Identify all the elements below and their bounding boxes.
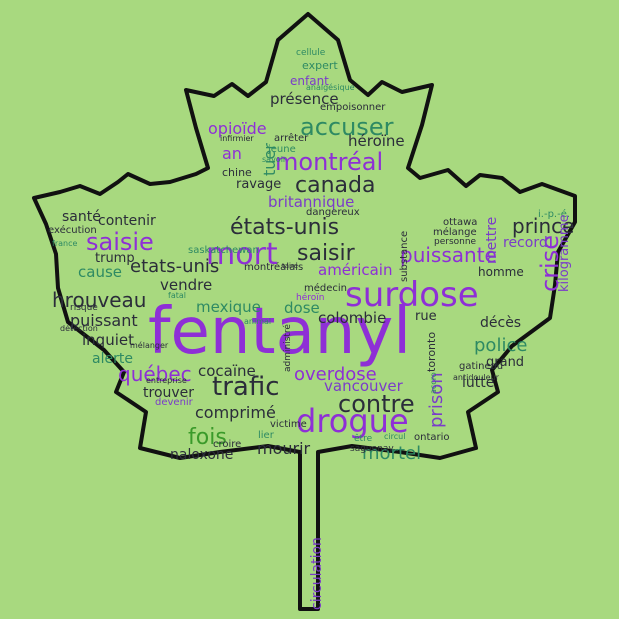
word: cellule <box>296 48 326 58</box>
word: vendre <box>160 276 213 294</box>
word: mourir <box>257 439 311 458</box>
word: saguenay <box>350 444 394 454</box>
word: savoir <box>262 155 287 164</box>
word: lier <box>258 430 274 441</box>
word: exécution <box>48 225 97 236</box>
word: trouver <box>143 385 195 401</box>
word: santé <box>62 209 101 225</box>
word: rue <box>415 309 437 324</box>
word: ravage <box>236 177 282 192</box>
word: canada <box>295 173 376 198</box>
word: risque <box>70 303 98 313</box>
word: cause <box>78 263 122 281</box>
word: mortel <box>362 443 422 464</box>
word: accro <box>429 372 438 394</box>
word: présence <box>270 90 339 108</box>
word: substance <box>399 230 410 282</box>
word: homme <box>478 265 524 279</box>
word: croire <box>213 439 242 450</box>
word: entreprise <box>146 376 187 385</box>
word: fois <box>188 425 227 450</box>
word: taire <box>282 262 299 270</box>
word: chine <box>222 166 252 179</box>
word: i.-p.-é. <box>538 209 571 220</box>
word: mort <box>206 237 278 272</box>
word: drogue <box>296 402 409 440</box>
word: expert <box>302 59 338 72</box>
word: overdose <box>294 364 377 385</box>
word: cocaïne <box>198 362 256 380</box>
word: enfant <box>290 74 329 88</box>
word: animal <box>244 317 272 326</box>
word: britannique <box>268 193 355 211</box>
word: puissante <box>400 243 497 267</box>
word: héroïn <box>296 293 325 303</box>
word: américain <box>318 261 393 279</box>
word: mélange <box>433 227 477 238</box>
word: grand <box>486 355 525 370</box>
word: détection <box>60 324 98 333</box>
word: hrouveau <box>52 288 147 312</box>
word: surdose <box>345 275 479 315</box>
word: toronto <box>425 331 438 372</box>
word: dangereux <box>306 207 360 218</box>
word: arrêter <box>274 133 309 144</box>
word: circul <box>384 432 406 441</box>
word: antidouleur <box>453 373 499 382</box>
word: infirmier <box>220 134 254 143</box>
word: administré <box>283 324 293 372</box>
word: ottawa <box>443 217 478 228</box>
word: saisir <box>297 241 355 266</box>
word: états-unis <box>230 215 340 240</box>
word: personne <box>434 237 477 247</box>
word: contre <box>338 390 415 418</box>
word: fatal <box>168 291 186 300</box>
word: médecin <box>304 283 348 294</box>
word: saskatchewan <box>188 245 259 256</box>
word: mexique <box>196 298 261 316</box>
word: mélanger <box>130 341 169 350</box>
word: kilogramme <box>557 214 572 292</box>
word: héroïne <box>348 132 405 150</box>
word: etats-unis <box>130 256 220 277</box>
word: ontario <box>414 432 450 443</box>
word: empoisonner <box>320 102 386 113</box>
word: colombie <box>318 309 387 327</box>
word: québec <box>118 362 192 386</box>
word: accuser <box>300 113 394 141</box>
word: gatineau <box>459 361 504 372</box>
word: dose <box>284 299 320 317</box>
word: contenir <box>98 213 156 229</box>
word: mettre <box>484 216 500 264</box>
word: comprimé <box>195 403 276 422</box>
word: circulation <box>309 537 325 610</box>
word: jeune <box>268 144 296 155</box>
word: france <box>52 239 78 248</box>
word: montréal <box>275 148 384 176</box>
word: vancouver <box>324 377 403 395</box>
word: montréalais <box>244 262 304 273</box>
word: record <box>503 235 548 251</box>
word: police <box>474 335 528 356</box>
word: trafic <box>212 372 280 402</box>
word: analgésique <box>306 83 355 92</box>
word: puissant <box>70 311 138 330</box>
word: victime <box>270 419 307 430</box>
word: fentanyl <box>148 295 411 369</box>
word: prince <box>512 214 575 238</box>
word: saisie <box>86 228 154 256</box>
word: opioïde <box>208 119 267 138</box>
word: naloxone <box>170 447 234 463</box>
word: inquiet <box>82 331 134 349</box>
word: lutte <box>462 375 495 391</box>
word: décès <box>480 315 522 331</box>
word: devenir <box>155 397 193 408</box>
word: alerte <box>92 351 133 367</box>
word: an <box>222 144 242 163</box>
word: être <box>354 434 373 444</box>
maple-leaf-outline <box>32 12 577 611</box>
word: trump <box>95 251 135 266</box>
